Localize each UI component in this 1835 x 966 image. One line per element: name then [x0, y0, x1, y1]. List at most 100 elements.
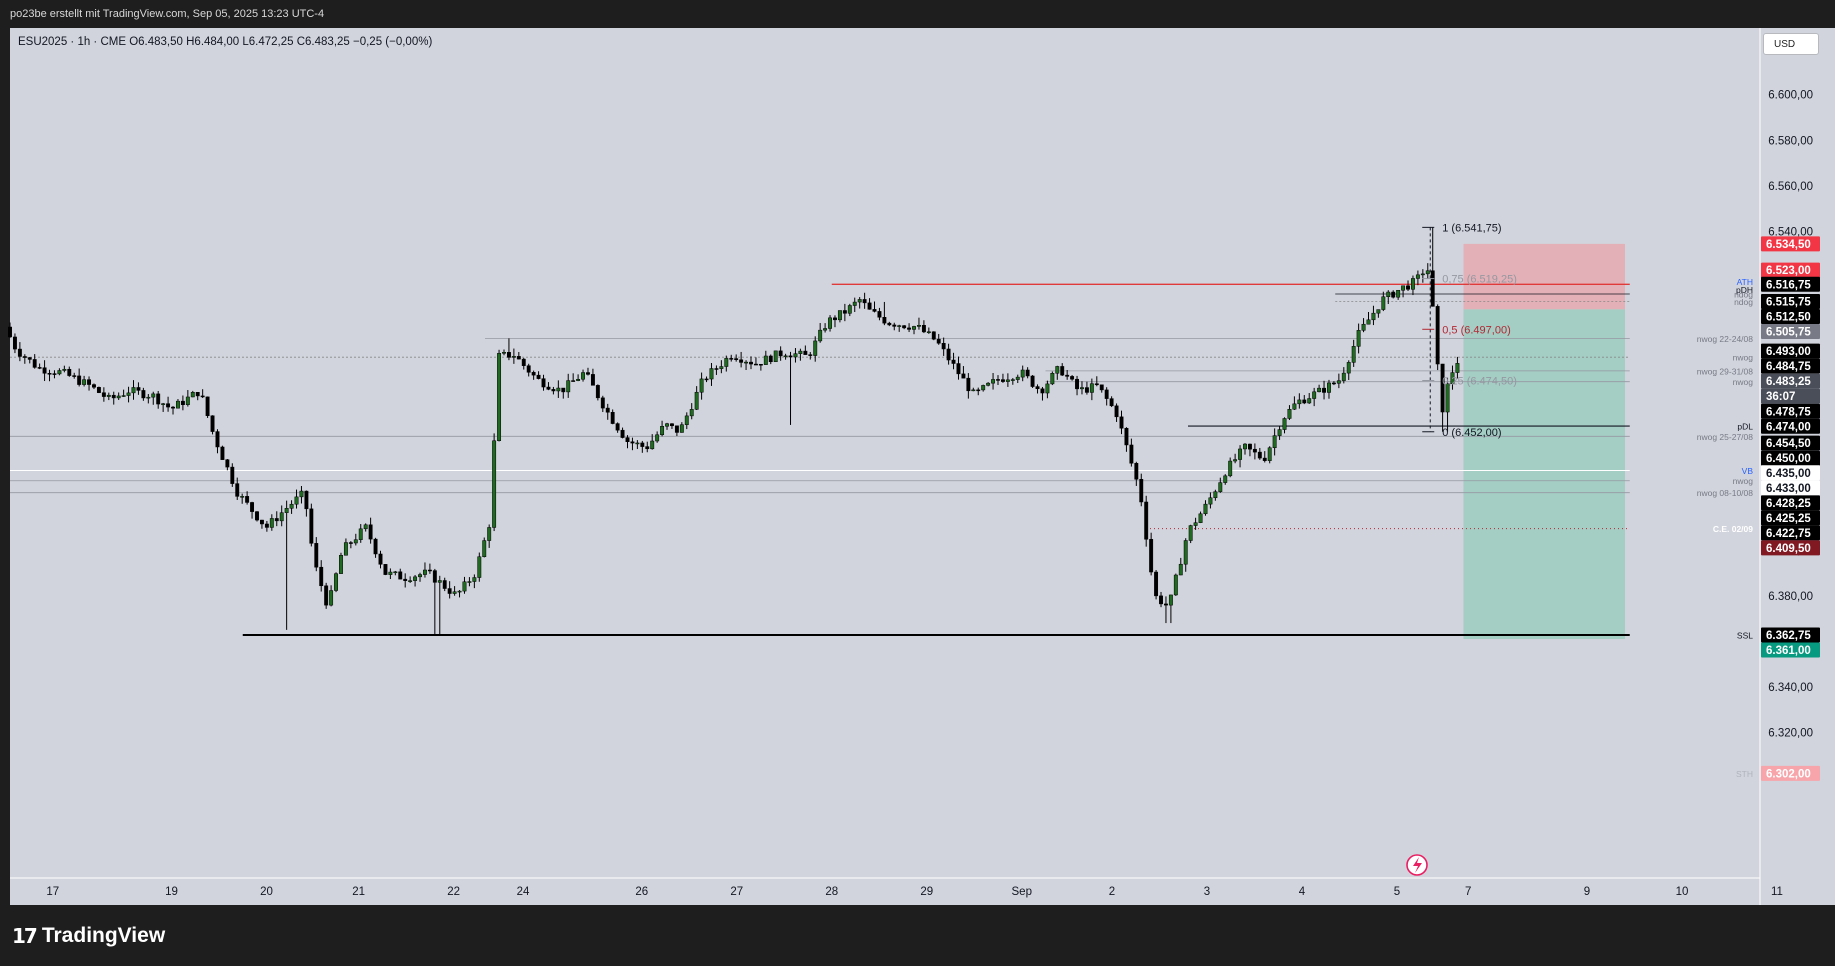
candle-body [739, 359, 744, 363]
candle-body [457, 590, 462, 593]
level-label: pDL [1737, 422, 1753, 432]
candle-body [255, 511, 259, 521]
candle-body [1297, 399, 1302, 405]
candle-body [590, 374, 595, 386]
candle-body [358, 528, 363, 540]
price-badge [1761, 435, 1820, 451]
candle-body [1243, 443, 1247, 450]
price-badge-label: 6.474,00 [1766, 421, 1811, 433]
target-zone[interactable] [1463, 309, 1626, 640]
candle-body [1168, 594, 1173, 606]
time-axis-panel[interactable] [10, 878, 1760, 905]
candle-body [329, 590, 334, 606]
fibonacci-retracement[interactable]: 1 (6.541,75) 0,75 (6.519,25) 0,5 (6.497,00… [1422, 222, 1517, 439]
price-badge-label: 6.523,00 [1766, 265, 1811, 277]
candle-body [852, 301, 857, 306]
candle-body [783, 355, 788, 358]
candle-body [319, 566, 324, 587]
candle-body [1396, 289, 1401, 298]
candle-body [699, 378, 704, 393]
candle-body [941, 342, 946, 350]
candle-body [121, 395, 126, 397]
candle-body [487, 527, 492, 541]
candle-body [1312, 391, 1317, 399]
candle-body [324, 585, 329, 606]
candle-body [334, 573, 338, 591]
candle-body [833, 317, 837, 321]
candle-body [82, 379, 87, 385]
chart-legend: ESU2025 · 1h · CME O6.483,50 H6.484,00 L… [18, 36, 432, 48]
x-tick-label: 5 [1394, 886, 1400, 898]
candle-body [857, 299, 862, 303]
candle-body [753, 363, 758, 366]
candle-body [17, 348, 22, 357]
price-badge [1761, 510, 1820, 526]
candle-body [566, 380, 571, 393]
candle-body [1020, 369, 1025, 378]
currency-button[interactable]: USD [1763, 33, 1819, 55]
stop-zone[interactable] [1463, 243, 1626, 310]
candle-body [1238, 448, 1243, 460]
candle-body [12, 336, 17, 350]
candle-body [867, 302, 872, 310]
candle-body [106, 394, 111, 397]
x-tick-label: 9 [1584, 886, 1590, 898]
level-label: nwog 08-10/08 [1697, 488, 1754, 498]
price-badge-label: 6.516,75 [1766, 279, 1811, 291]
candle-body [640, 442, 645, 447]
candle-body [1223, 475, 1228, 483]
candle-body [531, 372, 536, 376]
lightning-icon[interactable] [1406, 854, 1428, 876]
candle-body [1035, 386, 1040, 390]
candle-body [240, 496, 245, 498]
candle-body [289, 503, 294, 509]
candle-body [1149, 539, 1154, 573]
candle-body [1386, 291, 1391, 298]
x-tick-label: 3 [1204, 886, 1210, 898]
candle-body [1094, 383, 1099, 386]
price-badge-label: 6.534,50 [1766, 239, 1811, 251]
candle-body [413, 576, 418, 581]
candle-body [1080, 387, 1084, 390]
candle-body [1381, 296, 1386, 310]
candle-body [299, 490, 304, 498]
candle-body [704, 378, 709, 381]
price-badges: 6.534,50 6.523,00 6.516,75 6.515,75 6.512,50… [1761, 236, 1820, 781]
y-tick-label: 6.320,00 [1768, 727, 1813, 739]
candle-body [1109, 398, 1114, 407]
level-label: ndog [1734, 297, 1753, 307]
candle-body [976, 389, 981, 392]
candle-body [383, 564, 388, 575]
price-badge [1761, 358, 1820, 374]
candle-body [744, 361, 749, 364]
tradingview-logo-icon: 17 [12, 924, 38, 948]
candle-body [205, 396, 210, 416]
candle-body [1203, 503, 1208, 515]
candle-body [1435, 306, 1440, 365]
price-badge [1761, 309, 1820, 325]
candle-body [630, 441, 635, 444]
candle-body [1440, 363, 1445, 413]
x-tick-label: 11 [1771, 886, 1783, 898]
candle-body [1055, 366, 1060, 374]
y-tick-label: 6.580,00 [1768, 135, 1813, 147]
candle-body [126, 392, 131, 396]
candle-body [185, 396, 190, 405]
time-axis-labels: 17 19 20 21 22 24 26 27 28 29 Sep 2 3 4 5 7 9 10 11 [46, 886, 1783, 898]
candle-body [245, 496, 250, 503]
brand-logo[interactable]: 17 TradingView [12, 924, 165, 948]
candle-body [1193, 522, 1198, 526]
candle-body [1075, 378, 1079, 390]
x-tick-label: 27 [730, 886, 743, 898]
candle-body [1000, 379, 1005, 382]
candle-body [645, 446, 650, 450]
candle-body [111, 394, 116, 399]
price-badge [1761, 540, 1820, 556]
candle-body [917, 325, 921, 327]
position-zones[interactable] [1463, 243, 1626, 640]
attribution-text: po23be erstellt mit TradingView.com, Sep… [10, 8, 325, 20]
candle-body [823, 328, 828, 331]
candle-body [447, 588, 452, 594]
